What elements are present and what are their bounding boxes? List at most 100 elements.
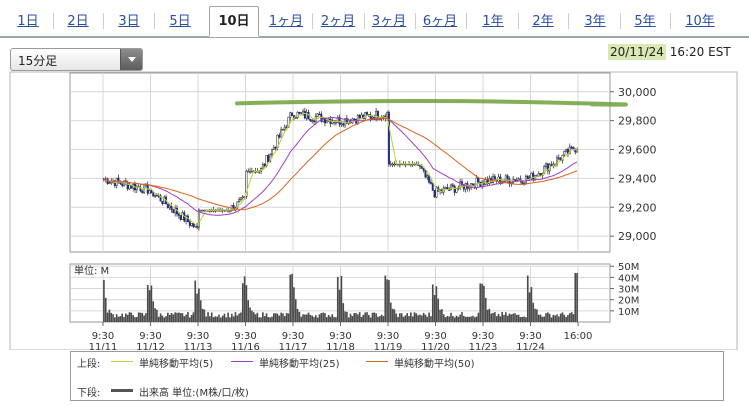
tab-5[interactable]: 10日: [209, 6, 259, 37]
volume-bar: [430, 316, 432, 322]
volume-bar: [497, 313, 500, 322]
tab-6[interactable]: 1ヶ月: [268, 14, 304, 29]
candle: [475, 177, 478, 189]
volume-bar: [223, 313, 226, 322]
tab-4[interactable]: 5日: [169, 14, 191, 29]
volume-bar: [316, 317, 319, 322]
legend-upper-label: 上段:: [77, 359, 101, 370]
volume-bar: [201, 308, 204, 322]
volume-bar: [464, 316, 467, 322]
volume-bar: [537, 314, 540, 322]
candle: [420, 166, 423, 169]
volume-bar: [218, 314, 220, 322]
chevron-down-icon[interactable]: [120, 49, 142, 70]
volume-bar: [269, 317, 271, 322]
volume-bar: [515, 314, 518, 322]
volume-bar: [479, 283, 482, 322]
volume-bar: [152, 301, 155, 322]
stock-chart[interactable]: 30,000 29,800 29,600 29,400 29,200 29,000 50M4…: [0, 0, 749, 350]
volume-bar: [311, 315, 313, 322]
volume-bar: [230, 313, 233, 322]
candle: [197, 209, 200, 228]
tab-separator: [670, 13, 671, 29]
tab-3[interactable]: 3日: [118, 14, 140, 29]
candle: [281, 128, 284, 131]
legend-sma25-label: 単純移動平均(25): [259, 359, 340, 370]
volume-bar: [325, 317, 328, 322]
volume-bar: [139, 312, 142, 322]
volume-bar: [329, 316, 332, 322]
tab-13[interactable]: 5年: [634, 14, 656, 29]
tab-2[interactable]: 2日: [67, 14, 89, 29]
volume-bar: [304, 314, 306, 322]
time-tick-label: 9:30: [282, 331, 304, 342]
volume-bar: [563, 314, 566, 322]
volume-bar: [117, 316, 120, 322]
volume-bar: [267, 316, 270, 322]
candle: [342, 123, 345, 126]
tab-12[interactable]: 3年: [584, 14, 606, 29]
legend-lower-label: 下段:: [77, 388, 101, 399]
date-tick-label: 11/24: [516, 342, 545, 350]
volume-bar: [426, 316, 429, 322]
volume-bar: [112, 314, 114, 322]
candle: [159, 195, 162, 202]
volume-bar: [517, 314, 520, 322]
volume-bar: [247, 300, 250, 322]
candle: [524, 175, 527, 184]
volume-bar: [135, 316, 138, 322]
volume-bar: [187, 312, 189, 322]
volume-bar: [382, 316, 385, 322]
volume-bar: [410, 312, 412, 322]
volume-bar: [238, 313, 240, 322]
volume-bar: [121, 313, 123, 322]
date-tick-label: 11/18: [326, 342, 355, 350]
volume-bar: [172, 314, 175, 322]
tab-9[interactable]: 6ヶ月: [422, 14, 458, 29]
chart-frame: [9, 71, 738, 350]
tab-14[interactable]: 10年: [685, 14, 715, 29]
volume-bar: [558, 316, 560, 322]
volume-bar: [285, 313, 288, 322]
date-tick-label: 11/20: [421, 342, 450, 350]
candle: [161, 200, 164, 205]
date-tick-label: 11/19: [374, 342, 403, 350]
volume-bar: [214, 316, 217, 322]
volume-bar: [305, 314, 308, 322]
volume-bar: [473, 317, 476, 322]
volume-bar: [254, 314, 257, 322]
candle: [170, 205, 173, 210]
time-tick-label: 9:30: [472, 331, 494, 342]
time-tick-label: 9:30: [187, 331, 209, 342]
volume-bar: [420, 315, 423, 322]
volume-tick-label: 40M: [618, 273, 639, 284]
tab-10[interactable]: 1年: [482, 14, 504, 29]
volume-bar: [559, 313, 562, 322]
sma50-swatch: [366, 361, 388, 362]
volume-bar: [446, 316, 449, 322]
volume-bar: [338, 289, 341, 322]
volume-bar: [104, 297, 107, 322]
sma50-line: [103, 117, 578, 211]
volume-bar: [110, 312, 113, 322]
volume-bar: [150, 285, 153, 322]
tab-7[interactable]: 2ヶ月: [320, 14, 356, 29]
candle: [148, 190, 151, 194]
volume-bar: [298, 311, 301, 322]
volume-bar: [417, 315, 419, 322]
interval-select[interactable]: 15分足: [10, 48, 143, 71]
candle: [203, 209, 206, 212]
tab-11[interactable]: 2年: [532, 14, 554, 29]
candle: [263, 164, 266, 166]
tab-1[interactable]: 1日: [17, 14, 39, 29]
candle: [313, 120, 315, 122]
candle: [428, 175, 431, 183]
volume-bar: [358, 312, 361, 322]
volume-bar: [179, 313, 182, 322]
candle: [426, 175, 429, 178]
candle: [283, 126, 286, 130]
volume-tick-label: 30M: [618, 285, 639, 296]
tab-8[interactable]: 3ヶ月: [371, 14, 407, 29]
tab-separator: [466, 13, 467, 29]
volume-bar: [126, 314, 129, 322]
